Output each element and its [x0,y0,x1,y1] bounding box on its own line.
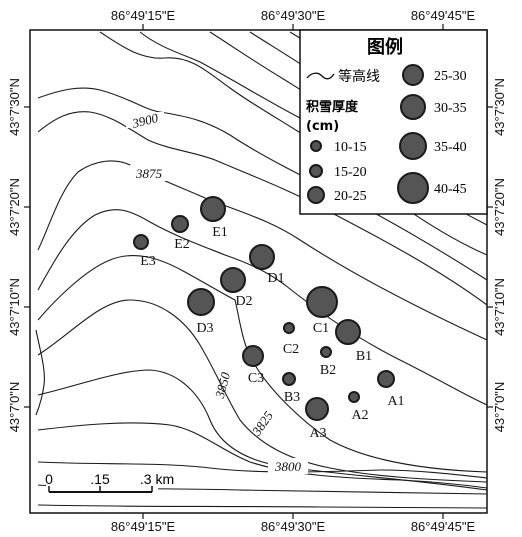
site-marker-E1[interactable] [200,196,226,222]
site-label: A2 [351,408,368,423]
site-marker-B1[interactable] [335,319,361,345]
bottom-lon-label: 86°49'30"E [261,519,326,534]
site-label: A3 [309,426,326,441]
scale-bar-bg [46,475,158,499]
site-label: E3 [140,254,156,269]
legend-unit: (cm) [306,119,339,134]
site-label: E2 [174,237,190,252]
site-marker-E2[interactable] [171,215,189,233]
legend-title: 图例 [367,36,403,58]
contour-label: 3875 [135,166,163,181]
contour-line [37,299,488,483]
site-label: D2 [235,294,252,309]
site-marker-A3[interactable] [305,397,329,421]
site-label: D1 [267,271,284,286]
right-lat-label: 43°7'20"N [492,178,507,236]
legend-marker-35-40 [399,132,427,160]
contour-line [37,422,488,489]
site-marker-D1[interactable] [249,244,275,270]
site-marker-B3[interactable] [282,372,296,386]
graticule-ticks [24,24,493,519]
contour-label-bg [268,458,308,474]
scale-label: .15 [90,471,110,487]
contour-line [37,254,488,473]
contour-line [37,160,488,341]
snow-depth-sites [133,196,395,421]
legend-marker-10-15 [310,140,322,152]
contour-label-bg [130,165,168,181]
contour-label: 3900 [130,110,160,131]
legend-marker-30-35 [400,94,426,120]
site-label: B3 [284,390,300,405]
site-marker-C2[interactable] [283,322,295,334]
legend-marker-40-45 [397,172,429,204]
contour-line [37,111,488,306]
legend-marker-25-30 [402,64,424,86]
contour-line [37,87,488,281]
contour-label: 3800 [274,459,302,474]
scale-bar: 0 .15 .3 km [45,471,174,499]
site-label: E1 [212,225,228,240]
legend-class: 35-40 [434,140,467,155]
legend-class: 40-45 [434,182,467,197]
site-marker-C1[interactable] [306,286,338,318]
legend-class: 20-25 [334,189,367,204]
left-lat-label: 43°7'10"N [7,278,22,336]
site-marker-A1[interactable] [377,370,395,388]
site-marker-B2[interactable] [320,346,332,358]
legend-class: 15-20 [334,165,367,180]
site-label: C2 [283,342,299,357]
contour-line [35,329,45,416]
site-marker-E3[interactable] [133,234,149,250]
legend-marker-20-25 [307,186,325,204]
right-lat-label: 43°7'10"N [492,278,507,336]
legend-class: 30-35 [434,101,467,116]
site-label: C3 [248,371,264,386]
site-label: C1 [313,321,329,336]
contour-line [37,369,488,491]
contour-line [37,209,488,406]
site-marker-C3[interactable] [242,345,264,367]
right-lat-label: 43°7'0"N [492,382,507,433]
contour-label-bg [126,112,164,128]
site-marker-D2[interactable] [220,267,246,293]
contour-line [37,504,488,509]
legend-depth-title: 积雪厚度 [306,99,359,115]
top-lon-label: 86°49'30"E [261,8,326,23]
right-lat-label: 43°7'30"N [492,78,507,136]
top-lon-label: 86°49'15"E [111,8,176,23]
site-labels: E1 E2 E3 D1 D2 D3 C1 C2 C3 B1 B2 B3 A1 A… [140,225,404,441]
site-label: B2 [320,363,336,378]
bottom-lon-label: 86°49'45"E [411,519,476,534]
contour-line-symbol [306,72,335,80]
site-marker-A2[interactable] [348,391,360,403]
site-label: B1 [356,349,372,364]
contour-label: 3850 [212,370,234,400]
left-lat-label: 43°7'20"N [7,178,22,236]
left-lat-label: 43°7'0"N [7,382,22,433]
bottom-lon-label: 86°49'15"E [111,519,176,534]
scale-label: .3 km [140,471,174,487]
site-marker-D3[interactable] [187,288,215,316]
legend-box [299,29,488,215]
legend: 图例 等高线 积雪厚度 (cm) 10-15 15-20 20-25 25-30… [299,29,488,215]
site-label: A1 [387,394,404,409]
legend-class: 25-30 [434,69,467,84]
legend-class: 10-15 [334,140,367,155]
legend-contour-label: 等高线 [338,68,380,85]
legend-marker-15-20 [309,164,323,178]
scale-label: 0 [45,471,53,487]
site-label: D3 [196,321,213,336]
left-lat-label: 43°7'30"N [7,78,22,136]
top-lon-label: 86°49'45"E [411,8,476,23]
